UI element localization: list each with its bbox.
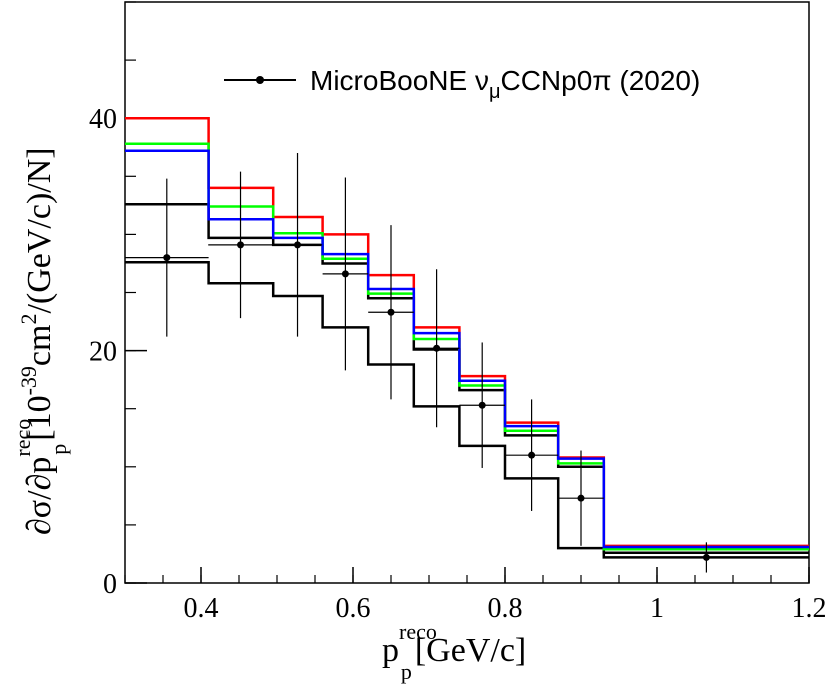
x-tick-label: 0.6 xyxy=(336,593,371,624)
data-point xyxy=(322,177,369,371)
data-point xyxy=(558,450,604,546)
y-tick-label: 20 xyxy=(89,337,117,368)
data-point-marker xyxy=(577,494,585,502)
series-black-lower-line xyxy=(125,261,809,559)
data-points xyxy=(125,153,809,573)
data-point xyxy=(603,542,809,573)
data-point xyxy=(208,171,273,319)
x-axis-title: preco p[GeV/c] xyxy=(382,619,526,684)
data-point-marker xyxy=(528,451,536,459)
y-tick-label: 0 xyxy=(103,569,117,600)
series-green-line xyxy=(125,142,809,551)
data-point xyxy=(505,399,559,511)
data-point-marker xyxy=(387,308,395,316)
histogram-series xyxy=(125,116,809,559)
data-point-marker xyxy=(702,553,710,561)
series-black-upper-line xyxy=(125,202,809,555)
legend-entry-data: MicroBooNE νμCCNp0π (2020) xyxy=(310,65,700,103)
data-point-marker xyxy=(294,241,302,249)
series-blue-line xyxy=(125,149,809,549)
y-axis-title: ∂σ/∂preco p[10-39cm2/(GeV/c)/N] xyxy=(10,147,71,535)
y-tick-label: 40 xyxy=(89,104,117,135)
x-tick-label: 0.8 xyxy=(488,593,523,624)
legend: MicroBooNE νμCCNp0π (2020) xyxy=(224,65,700,103)
data-point xyxy=(125,178,209,337)
axis-ticks: 0.4 0.6 0.8 1 1.2 0 20 40 xyxy=(89,1,827,624)
data-point-marker xyxy=(433,344,441,352)
data-point-marker xyxy=(478,401,486,409)
x-tick-label: 0.4 xyxy=(184,593,219,624)
data-point xyxy=(368,225,414,400)
x-tick-label: 1.2 xyxy=(792,593,827,624)
data-point-marker xyxy=(341,270,349,278)
data-point xyxy=(272,153,323,337)
data-point-marker xyxy=(163,254,171,262)
data-point xyxy=(459,342,505,468)
data-point xyxy=(413,269,460,428)
series-red-line xyxy=(125,116,809,548)
legend-marker-dot xyxy=(256,76,264,84)
x-tick-label: 1 xyxy=(650,593,664,624)
data-point-marker xyxy=(237,241,245,249)
